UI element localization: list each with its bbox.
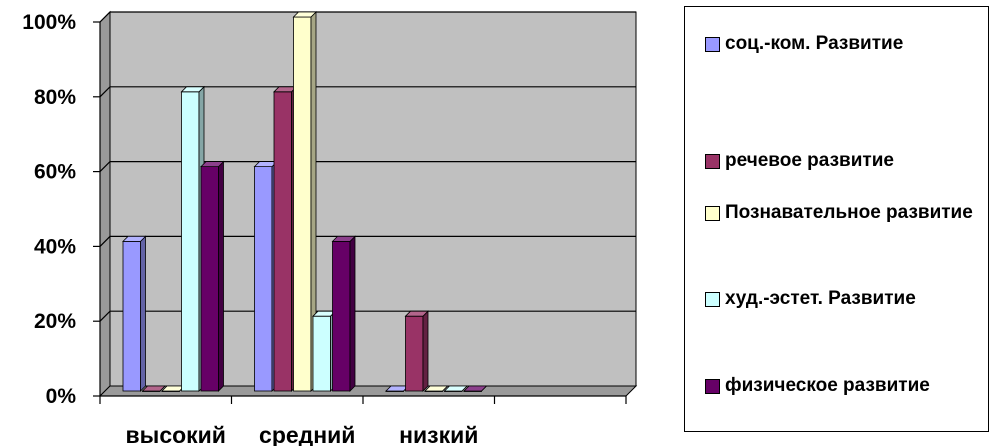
bar [331,235,356,392]
y-tick-label: 0% [46,385,77,408]
bar-front-face [293,16,312,392]
bar [404,310,429,392]
bar-top-face [424,385,449,392]
y-tick-label: 80% [34,86,76,109]
gridline [99,11,636,23]
plot-side-wall [99,10,111,398]
bars [122,11,488,392]
bar [424,385,449,392]
bar-front-face [254,166,273,392]
y-tick-label: 40% [34,235,76,258]
plot-area [98,10,638,398]
gridline [99,235,636,247]
x-category-label: низкий [399,422,478,446]
bar [463,385,488,392]
bar-top-face [200,161,225,168]
gridline [99,86,636,98]
bar-front-face [312,315,331,392]
bar-front-face [200,166,219,392]
legend-item-1: соц.-ком. Развитие [705,30,985,57]
legend-item-5: физическое развитие [705,372,985,399]
bar-top-face [292,11,317,18]
bar-front-face [405,315,424,392]
bar [200,160,225,392]
gridline [99,161,636,173]
bar-front-face [181,91,200,392]
bar-top-face [443,385,468,392]
legend-item-2: речевое развитие [705,147,985,174]
bar-top-face [141,385,166,392]
y-tick-label: 60% [34,161,76,184]
x-category-label: высокий [126,422,226,446]
gridline [99,310,636,322]
bar-side-face [140,235,146,392]
y-tick-label: 100% [22,11,76,34]
bar-top-face [463,385,488,392]
bar [292,11,317,392]
x-category-label: средний [259,422,355,446]
legend-item-3: Познавательное развитие [705,199,985,226]
legend-swatch-4 [705,292,720,307]
legend-label-4: худ.-эстет. Развитие [725,288,916,309]
gridlines [99,11,636,322]
legend-label-3: Познавательное развитие [725,202,973,223]
bar [141,385,166,392]
bar-front-face [122,240,141,392]
bar [443,385,468,392]
legend-swatch-5 [705,379,720,394]
legend-swatch-2 [705,154,720,169]
legend-label-2: речевое развитие [725,150,894,171]
bar-top-face [331,235,356,242]
legend-swatch-3 [705,206,720,221]
bar-top-face [122,235,147,242]
axes [93,21,627,404]
legend-item-4: худ.-эстет. Развитие [705,285,985,312]
bar-side-face [218,160,224,392]
bar-top-face [180,86,205,93]
bar-front-face [332,240,351,392]
bar-side-face [349,235,356,392]
y-axis-tick-labels: 0% 20% 40% 60% 80% 100% [22,11,76,408]
bar-front-face [273,91,292,392]
x-axis-category-labels: высокий средний низкий [126,422,479,446]
bar [122,235,147,392]
legend-label-1: соц.-ком. Развитие [725,33,904,54]
bar-top-face [404,310,429,317]
legend-swatch-1 [705,37,720,52]
legend-label-5: физическое развитие [725,375,930,396]
legend: соц.-ком. Развитие речевое развитие Позн… [684,6,989,432]
bar-side-face [422,310,429,392]
y-tick-label: 20% [34,310,76,333]
